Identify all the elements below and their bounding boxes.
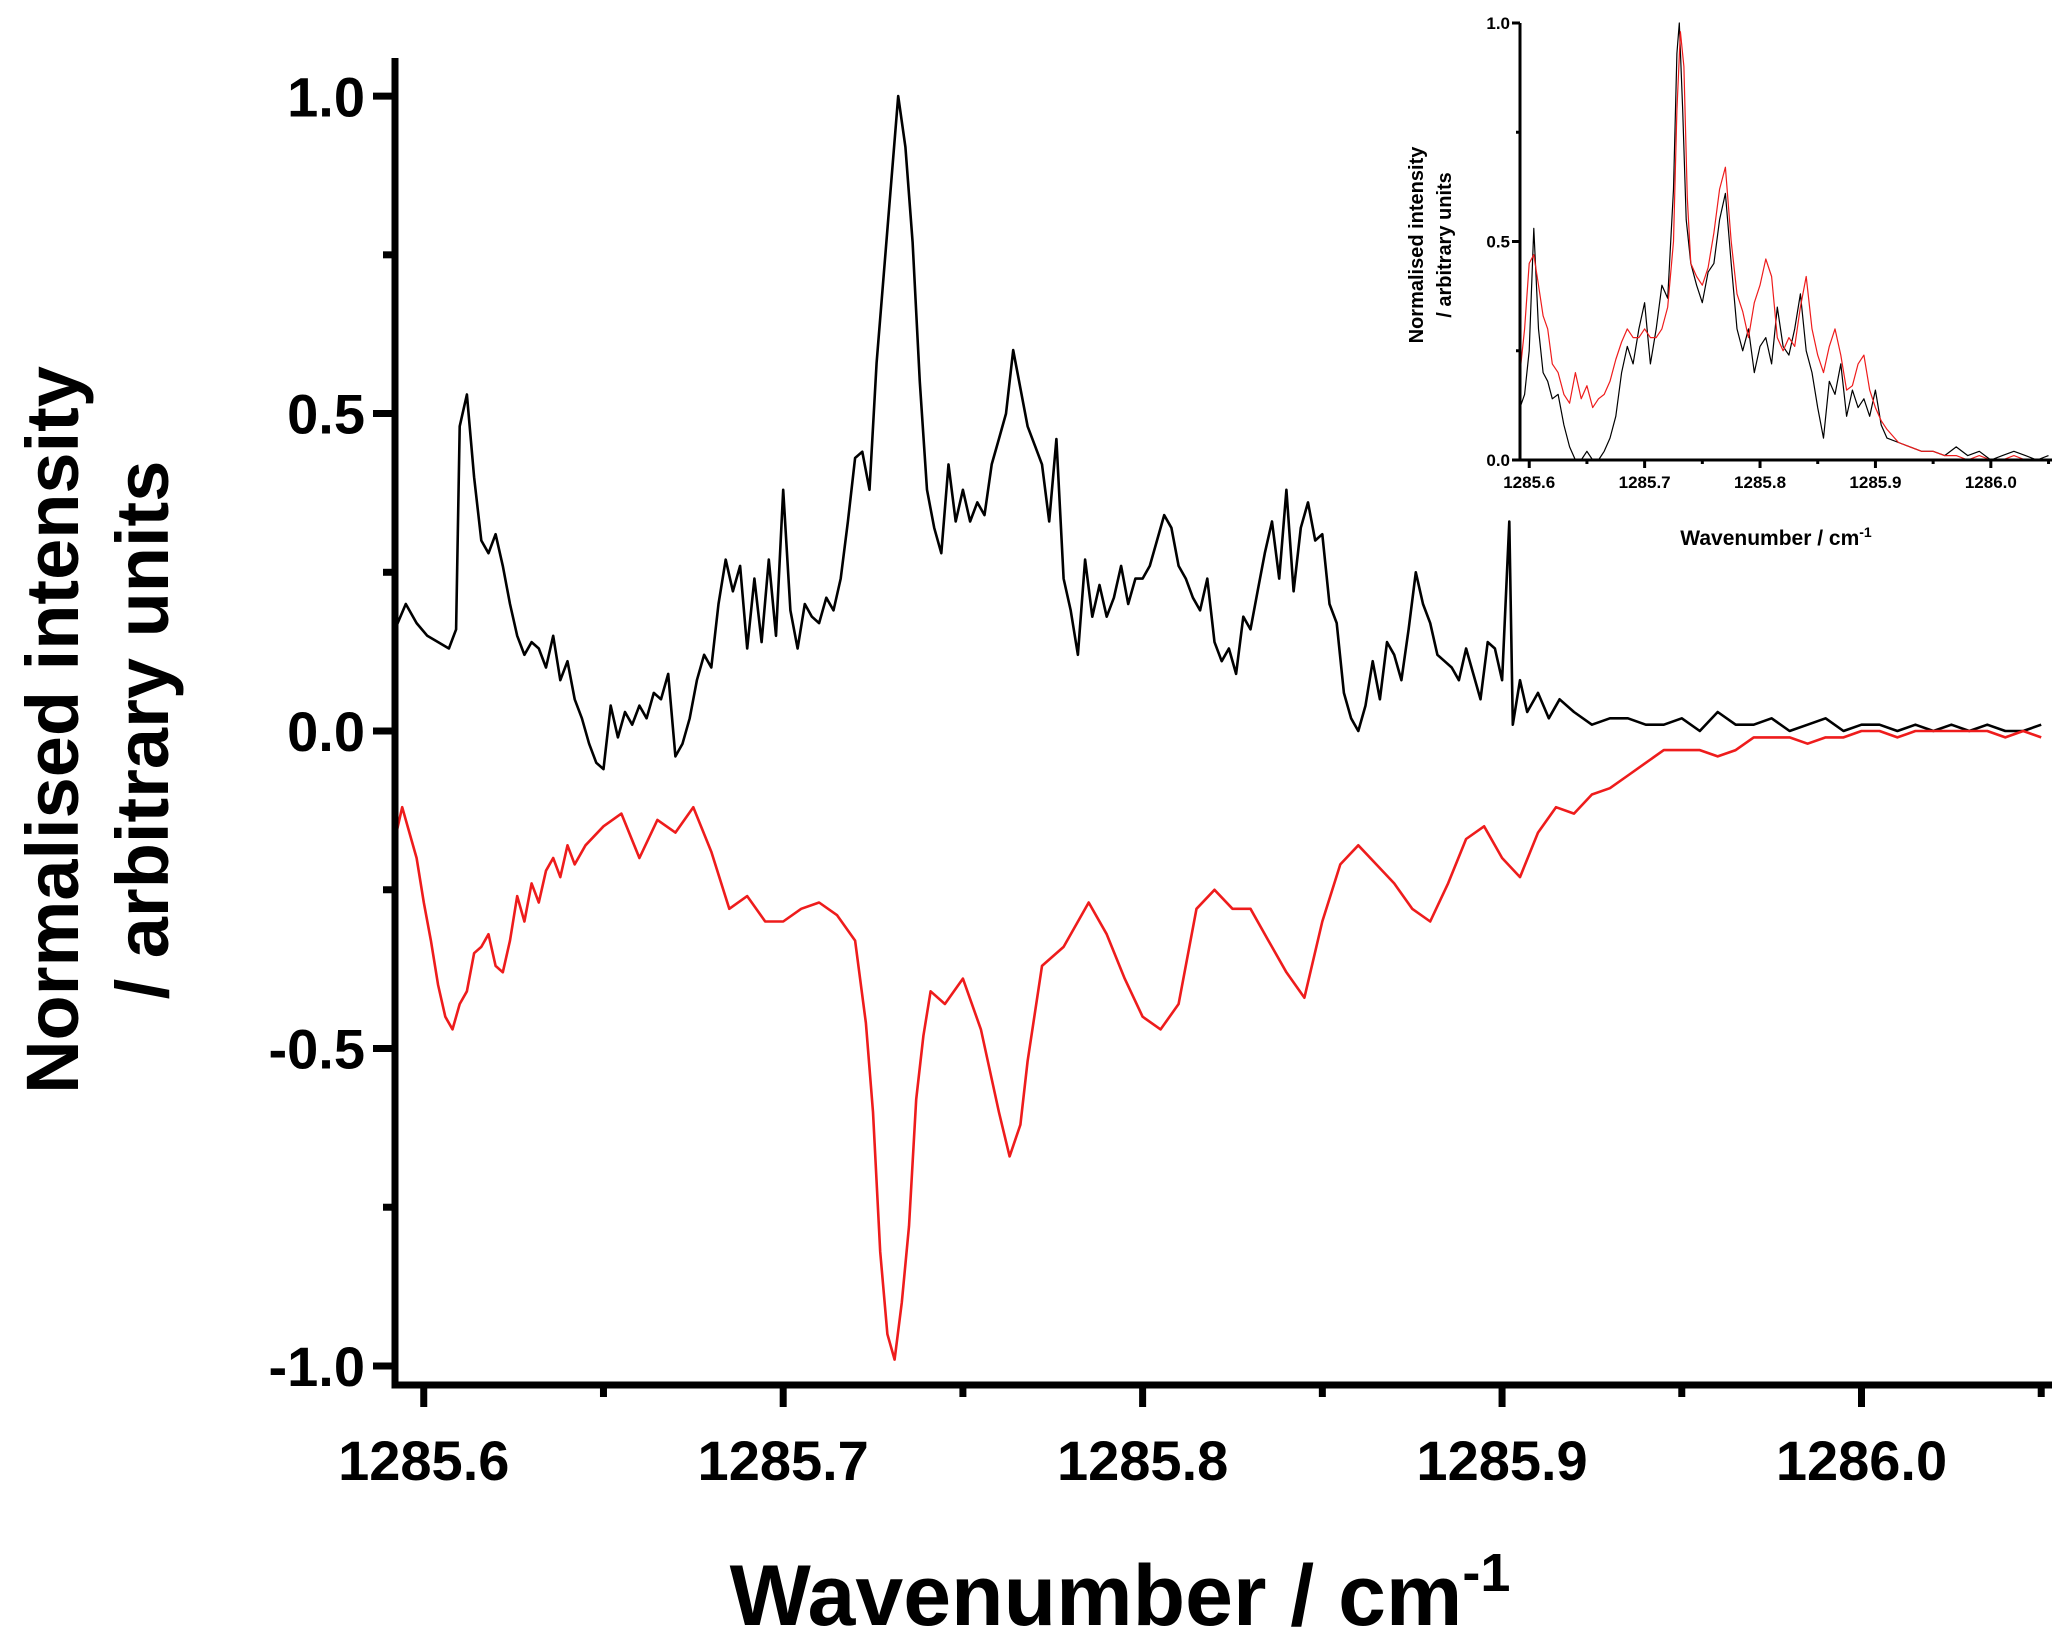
main-x-axis-title: Wavenumber / cm-1 [730,1543,1511,1644]
main-y-tick-labels: 1.0 0.5 0.0 -0.5 -1.0 [269,65,366,1398]
main-y-tick-label: -1.0 [269,1335,366,1398]
main-x-tick-label: 1285.8 [1057,1429,1228,1492]
inset-series-layer [1519,22,2049,461]
main-x-tick-label: 1285.7 [698,1429,869,1492]
main-y-tick-label: 1.0 [287,65,365,128]
main-series-line-0 [393,94,2042,771]
inset-series-line-0 [1519,22,2049,461]
inset-x-tick-labels: 1285.6 1285.7 1285.8 1285.9 1286.0 [1503,473,2017,492]
inset-x-tick-label: 1285.9 [1849,473,1901,492]
main-x-tick-label: 1285.9 [1416,1429,1587,1492]
main-chart: 1285.6 1285.7 1285.8 1285.9 1286.0 1.0 0.5 0.0… [11,58,2052,1644]
inset-x-tick-label: 1285.6 [1503,473,1555,492]
main-x-tick-label: 1285.6 [338,1429,509,1492]
inset-chart: 1285.6 1285.7 1285.8 1285.9 1286.0 1.0 0.5 0.0… [1406,12,2060,550]
inset-x-tick-label: 1285.8 [1734,473,1786,492]
main-axes [373,58,2052,1407]
main-y-tick-label: -0.5 [269,1018,366,1081]
main-x-tick-labels: 1285.6 1285.7 1285.8 1285.9 1286.0 [338,1429,1947,1492]
inset-y-tick-label: 0.0 [1486,451,1510,470]
inset-x-axis-title-superscript: -1 [1859,524,1872,540]
inset-x-axis-title-text: Wavenumber / cm [1680,527,1859,550]
main-y-axis-title-line-2: / arbitrary units [101,461,184,1000]
inset-x-tick-label: 1285.7 [1619,473,1671,492]
inset-y-tick-label: 0.5 [1486,233,1510,252]
inset-y-axis-title-line-2: / arbitrary units [1434,172,1456,318]
inset-y-axis-title-group: Normalised intensity / arbitrary units [1406,146,1456,344]
main-series-line-1 [393,729,2042,1361]
main-y-tick-label: 0.5 [287,383,365,446]
inset-background [1510,12,2060,470]
inset-x-axis-title: Wavenumber / cm-1 [1680,524,1872,550]
inset-x-tick-label: 1286.0 [1965,473,2017,492]
main-y-tick-label: 0.0 [287,700,365,763]
inset-axes [1512,21,2052,468]
main-x-tick-label: 1286.0 [1776,1429,1947,1492]
main-x-axis-title-text: Wavenumber / cm [730,1548,1463,1644]
inset-series-line-1 [1519,31,2049,461]
main-y-axis-title-line-1: Normalised intensity [11,366,94,1094]
inset-y-axis-title-line-1: Normalised intensity [1406,146,1428,344]
main-y-axis-title-group: Normalised intensity / arbitrary units [11,366,184,1094]
main-series-layer [393,94,2042,1361]
inset-y-tick-label: 1.0 [1486,14,1510,33]
main-x-axis-title-superscript: -1 [1462,1543,1510,1603]
inset-y-tick-labels: 1.0 0.5 0.0 [1486,14,1510,470]
